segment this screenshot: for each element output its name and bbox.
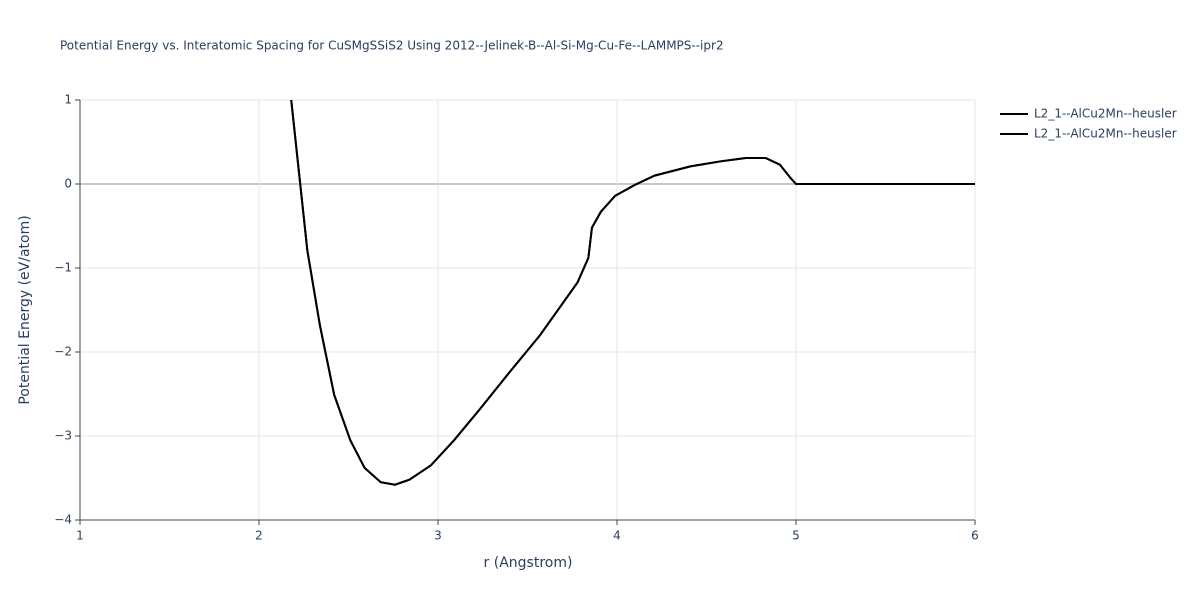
chart-title: Potential Energy vs. Interatomic Spacing…: [60, 39, 724, 53]
x-tick-label: 6: [971, 529, 979, 543]
y-tick-label: 1: [64, 93, 72, 107]
y-tick-label: −4: [54, 513, 72, 527]
x-tick-label: 5: [792, 529, 800, 543]
y-axis-label: Potential Energy (eV/atom): [17, 215, 33, 404]
x-tick-label: 3: [434, 529, 442, 543]
y-tick-label: −2: [54, 345, 72, 359]
x-tick-label: 1: [76, 529, 84, 543]
line: [290, 100, 975, 486]
y-tick-label: −3: [54, 429, 72, 443]
line: [290, 100, 975, 486]
y-tick-label: 0: [64, 177, 72, 191]
x-axis-label: r (Angstrom): [484, 555, 573, 571]
legend-label: L2_1--AlCu2Mn--heusler: [1034, 107, 1177, 121]
x-tick-label: 2: [255, 529, 263, 543]
legend-label: L2_1--AlCu2Mn--heusler: [1034, 127, 1177, 141]
x-tick-label: 4: [613, 529, 621, 543]
y-tick-label: −1: [54, 261, 72, 275]
